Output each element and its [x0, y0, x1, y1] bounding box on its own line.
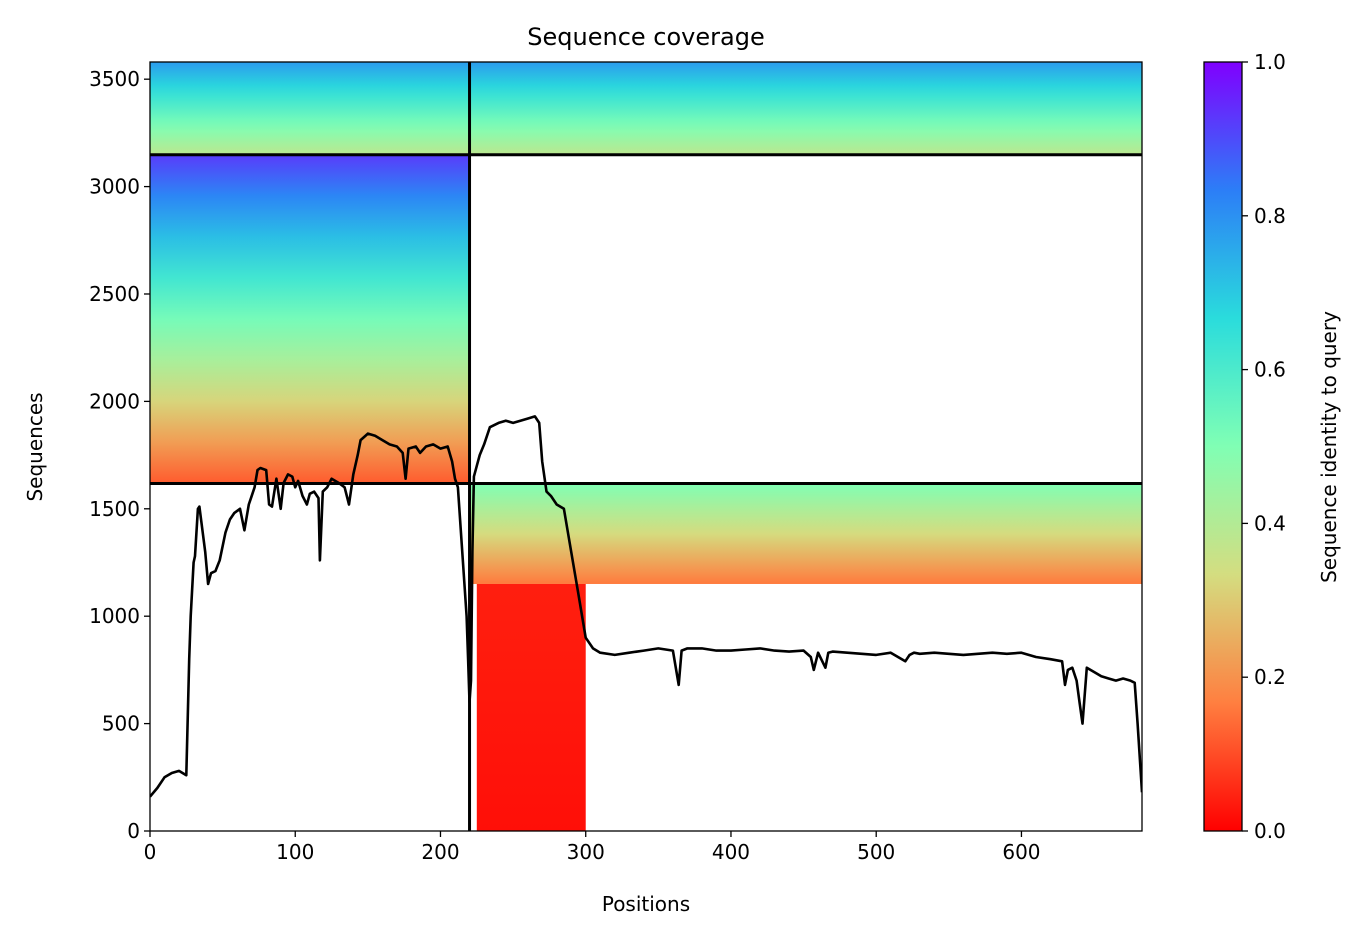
coverage-block: [150, 62, 470, 155]
plot-frame: [149, 61, 1143, 832]
x-tick-label: 500: [857, 840, 895, 864]
y-tick-label: 1500: [89, 497, 140, 521]
y-tick-label: 0: [127, 819, 140, 843]
x-tick-label: 600: [1002, 840, 1040, 864]
colorbar-label: Sequence identity to query: [1317, 311, 1341, 583]
x-tick-label: 400: [712, 840, 750, 864]
y-tick-label: 3000: [89, 175, 140, 199]
coverage-block: [469, 483, 1142, 584]
coverage-block: [469, 62, 1142, 155]
y-tick-label: 1000: [89, 604, 140, 628]
colorbar: [1203, 61, 1243, 832]
y-tick-label: 2000: [89, 389, 140, 413]
colorbar-ticks: 0.0 0.2 0.4 0.6 0.8 1.0: [1242, 50, 1286, 843]
x-tick-label: 200: [421, 840, 459, 864]
colorbar-tick-label: 1.0: [1254, 50, 1286, 74]
x-axis-ticks: 0 100 200 300 400 500 600: [144, 831, 1041, 864]
x-axis-label: Positions: [602, 892, 690, 916]
colorbar-tick-label: 0.2: [1254, 665, 1286, 689]
coverage-blocks: [150, 62, 1142, 831]
y-axis-ticks: 0 500 1000 1500 2000 2500 3000 3500: [89, 67, 150, 843]
x-tick-label: 100: [276, 840, 314, 864]
y-axis-label: Sequences: [23, 392, 47, 501]
coverage-block: [476, 583, 586, 831]
colorbar-tick-label: 0.0: [1254, 819, 1286, 843]
colorbar-tick-label: 0.8: [1254, 204, 1286, 228]
colorbar-tick-label: 0.4: [1254, 511, 1286, 535]
chart-title: Sequence coverage: [527, 23, 764, 51]
plot-area: [150, 62, 1142, 831]
y-tick-label: 3500: [89, 67, 140, 91]
colorbar-tick-label: 0.6: [1254, 358, 1286, 382]
x-tick-label: 0: [144, 840, 157, 864]
coverage-block: [150, 154, 470, 484]
coverage-line: [150, 415, 1142, 798]
y-tick-label: 2500: [89, 282, 140, 306]
x-tick-label: 300: [567, 840, 605, 864]
y-tick-label: 500: [102, 712, 140, 736]
